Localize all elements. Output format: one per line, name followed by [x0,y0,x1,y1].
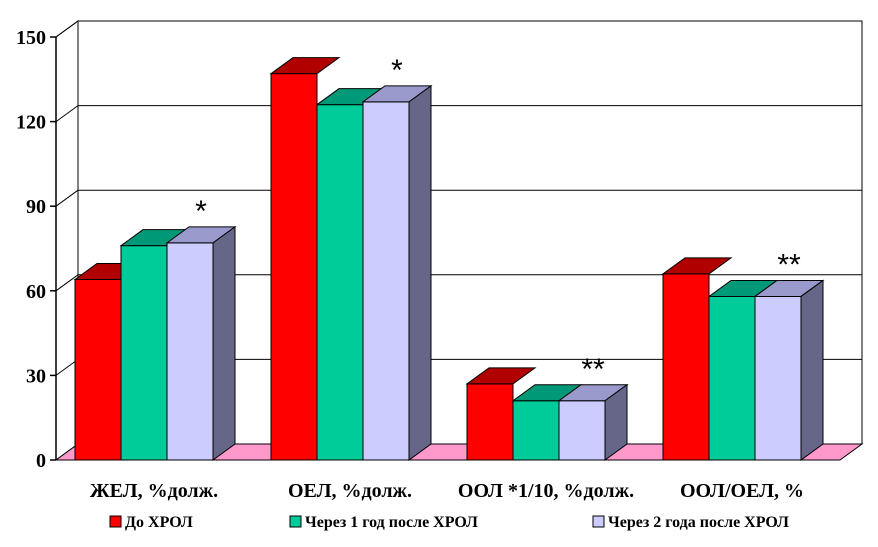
bar-front [662,273,710,461]
bar-front [466,383,514,461]
bar-front [558,400,606,461]
gridline-diagonal [55,105,79,123]
bar-front [166,242,214,461]
y-tick-label: 0 [36,450,46,472]
y-tick-label: 90 [26,196,46,218]
y-tick-label: 120 [16,112,46,134]
bar-front [316,104,364,461]
gridline-diagonal [55,358,79,376]
bar-front [708,295,756,461]
legend-swatch [592,515,605,528]
gridline-diagonal [55,20,79,38]
significance-marker: ** [777,248,801,281]
bar-top [269,57,341,75]
category-label: ООЛ *1/10, %долж. [458,480,634,502]
significance-marker: * [195,195,207,228]
gridline-diagonal [55,189,79,207]
gridline-diagonal [55,274,79,292]
significance-marker: * [391,54,403,87]
bar-front [270,73,318,461]
labels: ЖЕЛ, %долж. * ОЕЛ, %долж. * ООЛ *1/10, %долж… [90,54,804,502]
bar-side [212,225,236,461]
legend: До ХРОЛ Через 1 год после ХРОЛ Через 2 год… [109,514,789,531]
y-tick-label: 30 [26,365,46,387]
bar-top [661,257,733,275]
bar-front [120,245,168,461]
bar-side [408,84,432,461]
bar-side [604,383,628,461]
legend-swatch [109,515,122,528]
category-label: ЖЕЛ, %долж. [90,480,218,502]
category-label: ООЛ/ОЕЛ, % [680,480,804,502]
bar-front [512,400,560,461]
y-tick-label: 150 [16,27,46,49]
category-label: ОЕЛ, %долж. [288,480,412,502]
bar-top [465,367,537,385]
legend-label: До ХРОЛ [125,514,193,531]
legend-label: Через 1 год после ХРОЛ [305,514,478,531]
legend-label: Через 2 года после ХРОЛ [608,514,789,531]
significance-marker: ** [581,353,605,386]
bar-side [800,279,824,461]
bar-front [74,279,122,461]
bar-front [754,295,802,461]
legend-swatch [289,515,302,528]
bar-front [362,101,410,461]
bars [73,57,825,461]
y-tick-label: 60 [26,281,46,303]
